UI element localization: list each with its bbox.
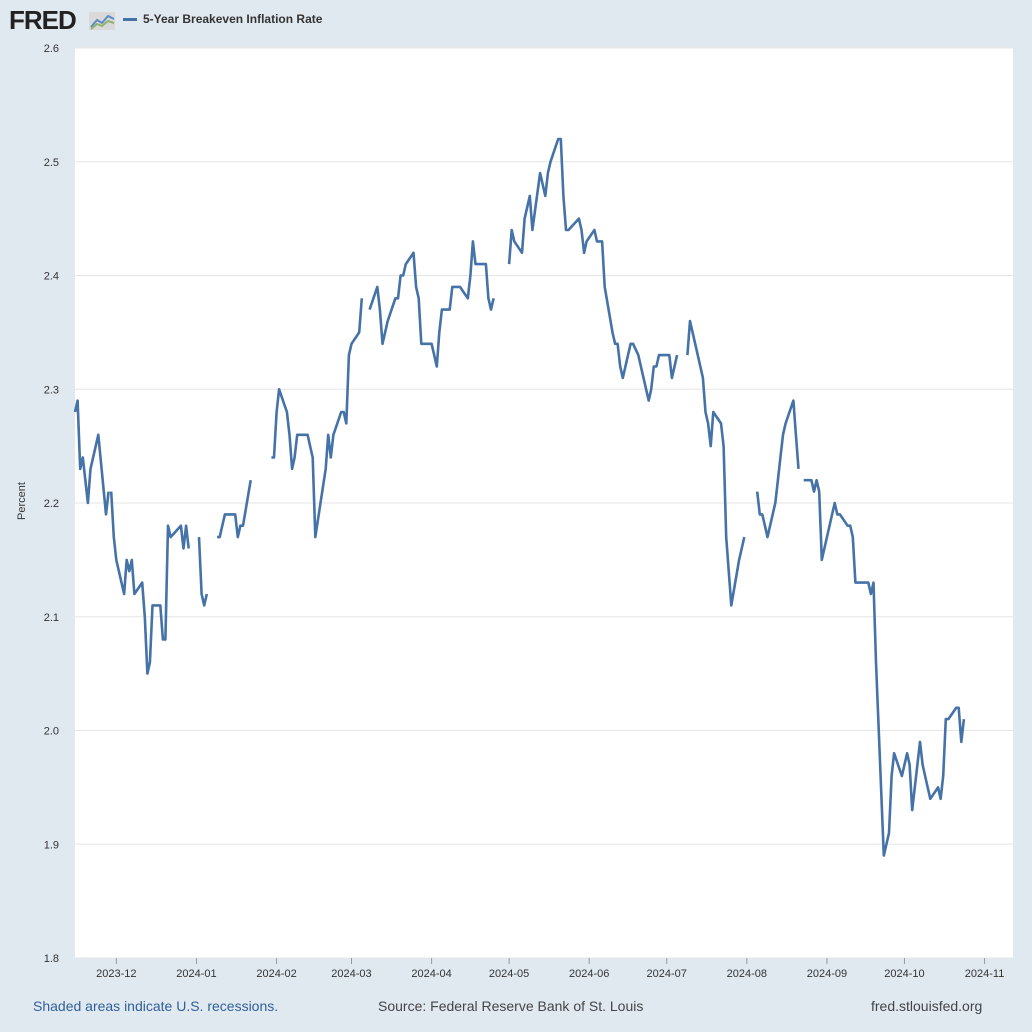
y-tick-label: 2.0 — [44, 726, 59, 738]
y-tick-labels: 1.8 1.9 2.0 2.1 2.2 2.3 2.4 2.5 2.6 — [44, 43, 59, 965]
y-tick-label: 1.9 — [44, 839, 59, 851]
y-tick-label: 2.3 — [44, 384, 59, 396]
x-tick-label: 2024-11 — [965, 968, 1005, 980]
series-line-segment — [755, 399, 800, 539]
fred-chart-icon — [89, 12, 115, 30]
legend-series-label: 5-Year Breakeven Inflation Rate — [143, 12, 323, 26]
x-tick-labels: 2023-12 2024-01 2024-02 2024-03 2024-04 2024-… — [96, 958, 1004, 980]
y-tick-label: 2.5 — [44, 157, 59, 169]
legend-swatch — [123, 17, 137, 21]
y-tick-label: 2.6 — [44, 43, 59, 55]
x-tick-label: 2024-08 — [727, 968, 767, 980]
fred-logo-text: FRED — [9, 5, 77, 35]
x-tick-label: 2024-07 — [647, 968, 687, 980]
x-tick-label: 2023-12 — [96, 968, 136, 980]
y-tick-label: 2.1 — [44, 612, 59, 624]
series-line-segment — [507, 137, 679, 402]
series-line-segment — [686, 319, 746, 607]
y-tick-label: 2.4 — [44, 271, 59, 283]
grid-lines — [75, 47, 1013, 959]
x-tick-label: 2024-09 — [807, 968, 847, 980]
x-tick-label: 2024-05 — [489, 968, 529, 980]
series-line-segment — [197, 537, 209, 607]
series-line-segment — [217, 479, 252, 539]
series-line-segment — [803, 478, 966, 857]
y-tick-label: 2.2 — [44, 498, 59, 510]
y-axis-label: Percent — [16, 482, 28, 520]
series-line-segment — [368, 240, 495, 368]
x-tick-label: 2024-06 — [569, 968, 609, 980]
fred-logo[interactable]: FRED — [9, 6, 117, 34]
x-tick-label: 2024-03 — [331, 968, 371, 980]
recessions-note: Shaded areas indicate U.S. recessions. — [33, 998, 279, 1014]
series-line-segment — [271, 298, 364, 539]
source-note: Source: Federal Reserve Bank of St. Loui… — [378, 998, 644, 1014]
chart-legend: 5-Year Breakeven Inflation Rate — [123, 10, 322, 28]
x-tick-label: 2024-04 — [411, 968, 451, 980]
x-tick-label: 2024-01 — [176, 968, 216, 980]
x-tick-label: 2024-10 — [884, 968, 924, 980]
series-line-segment — [109, 491, 190, 675]
x-tick-label: 2024-02 — [256, 968, 296, 980]
y-tick-label: 1.8 — [44, 953, 59, 965]
series-lines — [73, 137, 966, 857]
series-line-segment — [73, 399, 110, 516]
site-link[interactable]: fred.stlouisfed.org — [871, 998, 983, 1014]
